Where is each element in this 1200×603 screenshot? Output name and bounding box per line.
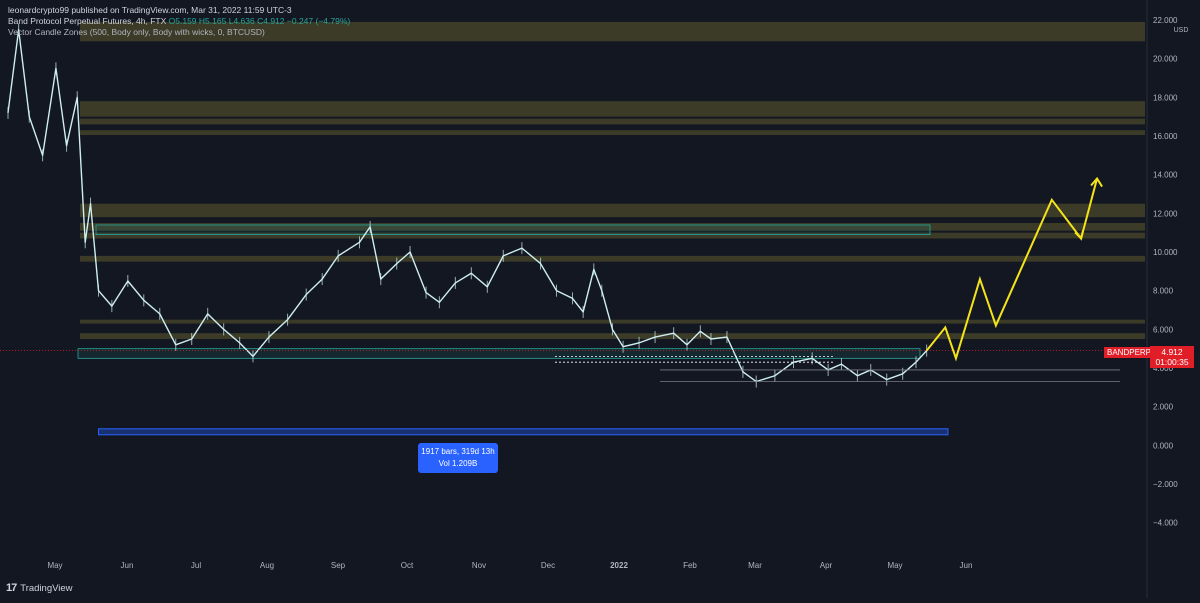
- supply-zone: [80, 319, 1145, 324]
- supply-zone: [80, 118, 1145, 125]
- supply-zone: [80, 333, 1145, 339]
- tradingview-logo-icon: 17: [6, 582, 17, 594]
- price-tick-label: 18.000: [1153, 93, 1178, 102]
- open-value: O5.159: [168, 16, 197, 26]
- supply-zone: [80, 130, 1145, 136]
- time-tick-label: 2022: [610, 561, 628, 570]
- bar-countdown: 01:00:35: [1155, 357, 1189, 367]
- change-value: −0.247 (−4.79%): [286, 16, 351, 26]
- time-tick-label: Jun: [121, 561, 134, 570]
- price-tick-label: −2.000: [1153, 480, 1178, 489]
- supply-zone: [80, 21, 1145, 42]
- last-price: 4.912: [1161, 347, 1183, 357]
- measure-volume: Vol 1.209B: [438, 459, 478, 468]
- price-tick-label: 10.000: [1153, 248, 1178, 257]
- symbol-ohlc-line[interactable]: Band Protocol Perpetual Futures, 4h, FTX…: [8, 16, 350, 27]
- price-tick-label: 14.000: [1153, 171, 1178, 180]
- chart-header: leonardcrypto99 published on TradingView…: [8, 5, 350, 38]
- price-tick-label: 20.000: [1153, 55, 1178, 64]
- price-tick-label: 6.000: [1153, 325, 1174, 334]
- projection-dip-arrowhead: [1074, 230, 1085, 241]
- tradingview-footer[interactable]: 17 TradingView: [6, 582, 73, 594]
- supply-zone: [80, 223, 1145, 231]
- price-unit-label: USD: [1174, 27, 1189, 34]
- projection-path: [925, 178, 1099, 362]
- time-tick-label: Aug: [260, 561, 274, 570]
- price-tick-label: 0.000: [1153, 441, 1174, 450]
- price-tick-label: 8.000: [1153, 287, 1174, 296]
- time-tick-label: Feb: [683, 561, 697, 570]
- close-value: C4.912: [257, 16, 285, 26]
- teal-zone: [77, 348, 921, 359]
- supply-zone: [80, 232, 1145, 239]
- time-tick-label: Mar: [748, 561, 762, 570]
- symbol-price-label: BANDPERP: [1104, 347, 1155, 358]
- price-tick-label: −4.000: [1153, 519, 1178, 528]
- publisher-line: leonardcrypto99 published on TradingView…: [8, 5, 292, 15]
- time-tick-label: Jul: [191, 561, 201, 570]
- price-axis[interactable]: 22.000 20.000 18.000 16.000 14.000 12.000 10.0…: [1153, 16, 1188, 528]
- indicator-legend[interactable]: Vector Candle Zones (500, Body only, Bod…: [8, 27, 265, 37]
- time-tick-label: Oct: [401, 561, 414, 570]
- low-value: L4.636: [228, 16, 255, 26]
- high-value: H5.165: [198, 16, 227, 26]
- drawings: [0, 176, 1145, 436]
- supply-zone: [80, 101, 1145, 117]
- time-tick-label: Jun: [960, 561, 973, 570]
- price-tick-label: 12.000: [1153, 209, 1178, 218]
- vector-candle-zones: [77, 21, 1145, 359]
- time-tick-label: May: [887, 561, 902, 570]
- measure-tooltip: 1917 bars, 319d 13h Vol 1.209B: [418, 443, 498, 473]
- price-series: [7, 23, 928, 388]
- supply-zone: [80, 203, 1145, 218]
- measure-range: [98, 428, 949, 436]
- measure-bars: 1917 bars, 319d 13h: [421, 447, 495, 456]
- time-tick-label: Sep: [331, 561, 346, 570]
- time-axis[interactable]: May Jun Jul Aug Sep Oct Nov Dec 2022 Feb Mar Apr May…: [47, 561, 972, 570]
- time-tick-label: Nov: [472, 561, 486, 570]
- time-tick-label: Dec: [541, 561, 555, 570]
- price-tick-label: 22.000: [1153, 16, 1178, 25]
- time-tick-label: Apr: [820, 561, 833, 570]
- supply-zone: [80, 255, 1145, 262]
- price-tick-label: 16.000: [1153, 132, 1178, 141]
- price-tick-label: 2.000: [1153, 403, 1174, 412]
- teal-zone: [95, 224, 931, 236]
- price-tick-label: 4.000: [1153, 364, 1174, 373]
- symbol-title[interactable]: Band Protocol Perpetual Futures, 4h, FTX: [8, 16, 167, 26]
- last-price-label: 4.912 01:00:35: [1150, 346, 1194, 368]
- projection-arrowhead: [1090, 176, 1103, 188]
- tradingview-brand[interactable]: TradingView: [20, 582, 73, 594]
- time-tick-label: May: [47, 561, 62, 570]
